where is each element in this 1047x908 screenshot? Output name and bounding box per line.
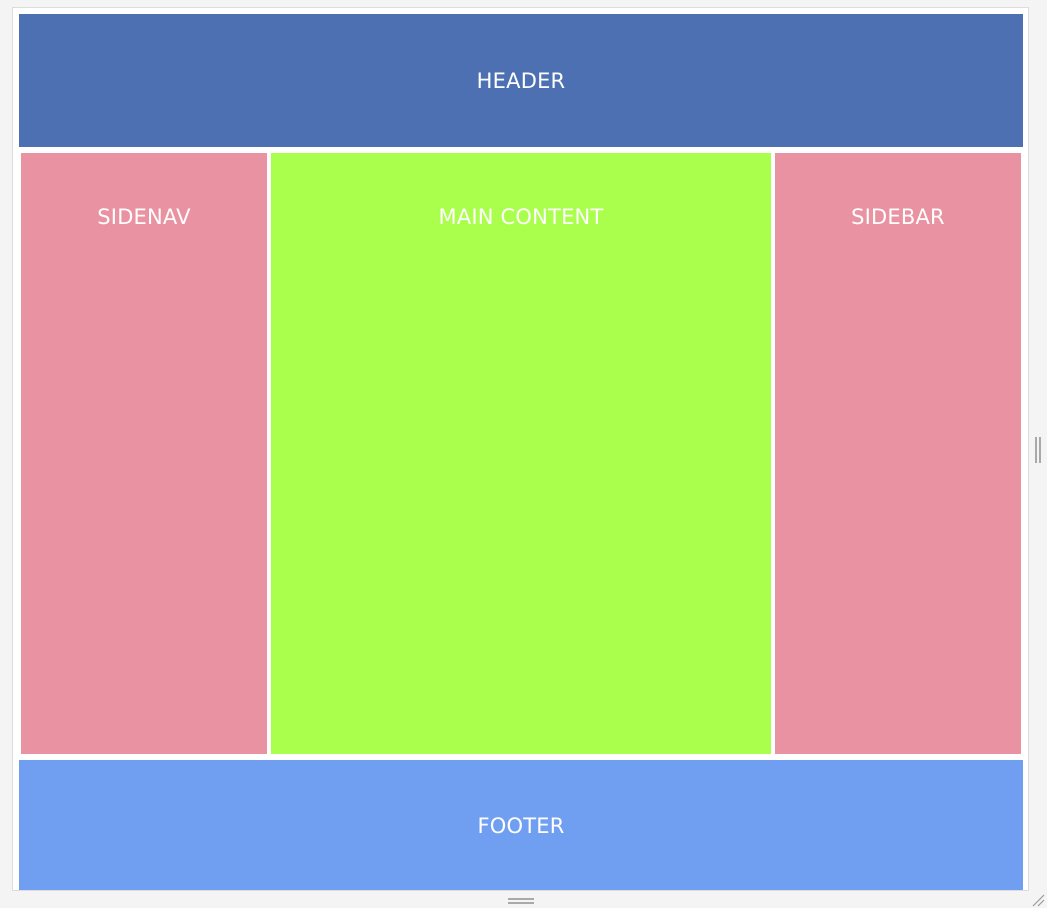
corner-resize-grip-icon[interactable]	[1031, 893, 1045, 907]
footer-region: FOOTER	[19, 760, 1023, 890]
sidebar-label: SIDEBAR	[851, 205, 945, 229]
horizontal-resize-grip-icon[interactable]	[508, 898, 534, 904]
sidebar-region: SIDEBAR	[775, 153, 1021, 754]
sidenav-region: SIDENAV	[21, 153, 267, 754]
grip-line	[1039, 437, 1041, 463]
vertical-resize-grip-icon[interactable]	[1035, 437, 1041, 463]
layout-container: HEADER SIDENAV MAIN CONTENT SIDEBAR FOOT…	[12, 7, 1029, 891]
header-label: HEADER	[476, 68, 566, 93]
sidenav-label: SIDENAV	[97, 205, 191, 229]
main-content-label: MAIN CONTENT	[438, 205, 604, 229]
grip-line	[1035, 437, 1037, 463]
header-region: HEADER	[19, 14, 1023, 147]
footer-label: FOOTER	[477, 813, 565, 838]
grip-line	[508, 902, 534, 904]
main-content-region: MAIN CONTENT	[271, 153, 771, 754]
grip-line	[508, 898, 534, 900]
